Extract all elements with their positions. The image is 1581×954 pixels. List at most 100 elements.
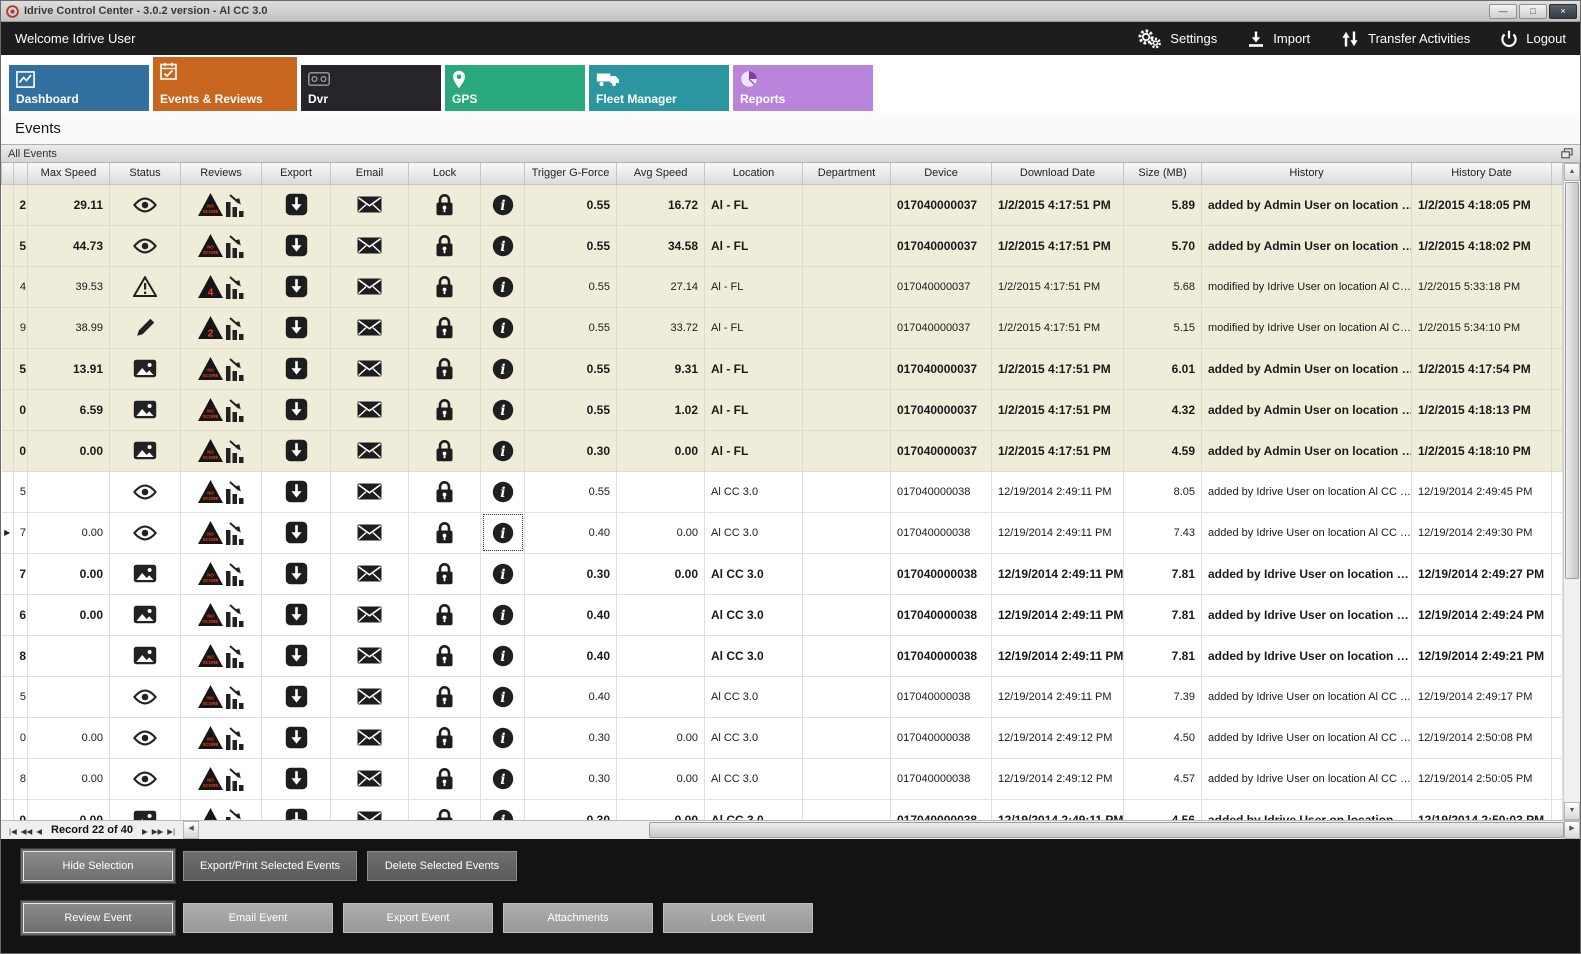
event-row[interactable]: 5 13.91 NO SCORE i 0.55 9.31 Al - FL 01704000003…	[1, 348, 1563, 390]
cell-status[interactable]	[109, 266, 181, 308]
cell-export[interactable]	[261, 799, 331, 820]
cell-status[interactable]	[109, 553, 181, 595]
topbar-action-settings[interactable]: Settings	[1136, 28, 1217, 50]
cell-info[interactable]: i	[480, 799, 525, 820]
cell-status[interactable]	[109, 430, 181, 472]
next-page-button[interactable]: ▶▶	[151, 827, 164, 836]
prev-record-button[interactable]: ◀	[36, 827, 43, 836]
cell-lock[interactable]	[408, 471, 481, 513]
cell-email[interactable]	[330, 266, 409, 308]
cell-info[interactable]: i	[480, 266, 525, 308]
restore-window-icon[interactable]	[1561, 148, 1573, 159]
cell-lock[interactable]	[408, 307, 481, 349]
cell-email[interactable]	[330, 225, 409, 267]
cell-info[interactable]: i	[480, 307, 525, 349]
cell-info[interactable]: i	[480, 553, 525, 595]
cell-status[interactable]	[109, 758, 181, 800]
cell-info[interactable]: i	[480, 225, 525, 267]
cell-email[interactable]	[330, 512, 409, 554]
cell-export[interactable]	[261, 266, 331, 308]
tab-events-reviews[interactable]: Events & Reviews	[153, 57, 297, 111]
cell-lock[interactable]	[408, 635, 481, 677]
event-row[interactable]: 8 NO SCORE i 0.40 Al CC 3.0 017040000038 12/19/…	[1, 635, 1563, 677]
cell-export[interactable]	[261, 471, 331, 513]
horizontal-scrollbar[interactable]: ◀ ▶	[183, 821, 1580, 839]
cell-status[interactable]	[109, 307, 181, 349]
topbar-action-transfer-activities[interactable]: Transfer Activities	[1340, 30, 1470, 48]
cell-info[interactable]: i	[480, 635, 525, 677]
cell-lock[interactable]	[408, 594, 481, 636]
scroll-right-button[interactable]: ▶	[1564, 821, 1580, 839]
cell-status[interactable]	[109, 348, 181, 390]
event-row[interactable]: 0 6.59 NO SCORE i 0.55 1.02 Al - FL 017040000037…	[1, 389, 1563, 431]
event-row[interactable]: 7 0.00 NO SCORE i 0.30 0.00 Al CC 3.0 0170400000…	[1, 553, 1563, 595]
col-header-history-date[interactable]: History Date	[1411, 163, 1552, 185]
col-header-download-date[interactable]: Download Date	[991, 163, 1124, 185]
event-row[interactable]: 8 0.00 NO SCORE i 0.30 0.00 Al CC 3.0 0170400000…	[1, 758, 1563, 800]
col-header-max-speed[interactable]: Max Speed	[27, 163, 110, 185]
cell-email[interactable]	[330, 430, 409, 472]
col-header-info[interactable]	[480, 163, 525, 185]
vscroll-track[interactable]	[1564, 181, 1580, 802]
cell-info[interactable]: i	[480, 348, 525, 390]
cell-email[interactable]	[330, 348, 409, 390]
scroll-left-button[interactable]: ◀	[183, 821, 200, 839]
prev-page-button[interactable]: ◀◀	[20, 827, 33, 836]
cell-status[interactable]	[109, 512, 181, 554]
col-header-reviews[interactable]: Reviews	[180, 163, 262, 185]
event-row[interactable]: 9 38.99 2 i 0.55 33.72 Al - FL 017040000037 1/2/…	[1, 307, 1563, 349]
export-event-button[interactable]: Export Event	[343, 903, 493, 933]
cell-export[interactable]	[261, 553, 331, 595]
event-row[interactable]: 5 NO SCORE i 0.55 Al CC 3.0 017040000038 12/19/…	[1, 471, 1563, 513]
scroll-down-button[interactable]: ▼	[1564, 802, 1580, 820]
cell-export[interactable]	[261, 184, 331, 226]
cell-export[interactable]	[261, 348, 331, 390]
col-header-device[interactable]: Device	[890, 163, 992, 185]
cell-lock[interactable]	[408, 266, 481, 308]
event-row[interactable]: 6 0.00 NO SCORE i 0.40 Al CC 3.0 017040000038 12…	[1, 594, 1563, 636]
topbar-action-import[interactable]: Import	[1247, 30, 1310, 48]
vscroll-thumb[interactable]	[1565, 182, 1579, 580]
hscroll-track[interactable]	[199, 821, 1564, 839]
cell-status[interactable]	[109, 389, 181, 431]
cell-email[interactable]	[330, 676, 409, 718]
col-header-size-mb[interactable]: Size (MB)	[1123, 163, 1202, 185]
email-event-button[interactable]: Email Event	[183, 903, 333, 933]
tab-fleet-manager[interactable]: Fleet Manager	[589, 65, 729, 111]
hscroll-thumb[interactable]	[649, 822, 1564, 838]
cell-reviews[interactable]: 4	[180, 266, 262, 308]
cell-info[interactable]: i	[480, 594, 525, 636]
cell-lock[interactable]	[408, 430, 481, 472]
cell-lock[interactable]	[408, 758, 481, 800]
tab-reports[interactable]: Reports	[733, 65, 873, 111]
cell-export[interactable]	[261, 389, 331, 431]
cell-status[interactable]	[109, 676, 181, 718]
next-record-button[interactable]: ▶	[141, 827, 148, 836]
cell-lock[interactable]	[408, 799, 481, 820]
col-header-trigger-g-force[interactable]: Trigger G-Force	[524, 163, 617, 185]
cell-info[interactable]: i	[480, 389, 525, 431]
maximize-button[interactable]: □	[1519, 3, 1547, 19]
cell-email[interactable]	[330, 758, 409, 800]
cell-email[interactable]	[330, 717, 409, 759]
cell-export[interactable]	[261, 594, 331, 636]
scroll-up-button[interactable]: ▲	[1564, 163, 1580, 181]
cell-status[interactable]	[109, 225, 181, 267]
col-header-export[interactable]: Export	[261, 163, 331, 185]
cell-info[interactable]: i	[480, 676, 525, 718]
cell-lock[interactable]	[408, 676, 481, 718]
close-button[interactable]: ×	[1549, 3, 1577, 19]
event-row[interactable]: 4 39.53 4 i 0.55 27.14 Al - FL 017040000037 1/2/…	[1, 266, 1563, 308]
col-header-lock[interactable]: Lock	[408, 163, 481, 185]
cell-info[interactable]: i	[480, 512, 525, 554]
